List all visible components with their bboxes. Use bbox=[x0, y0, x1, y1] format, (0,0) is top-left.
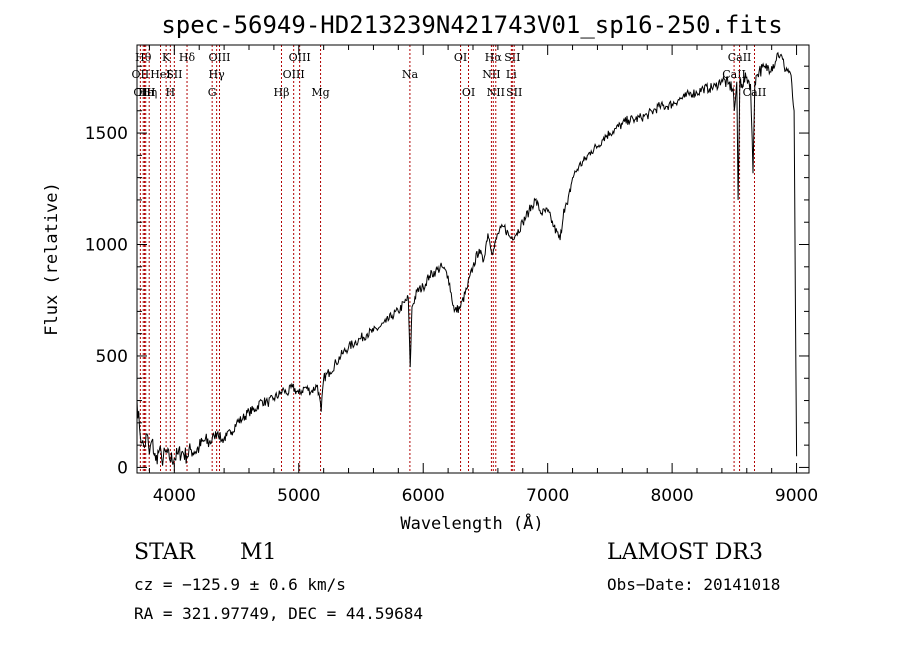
x-tick-label: 6000 bbox=[402, 486, 445, 506]
line-label: CaII bbox=[728, 51, 752, 64]
x-tick-label: 8000 bbox=[650, 486, 693, 506]
line-label: G bbox=[208, 86, 217, 99]
line-label: Na bbox=[402, 68, 419, 81]
line-label: Hβ bbox=[274, 86, 290, 99]
line-label: SII bbox=[504, 51, 520, 64]
line-label: Hε bbox=[138, 86, 154, 99]
line-label: OIII bbox=[283, 68, 305, 81]
line-label: Hγ bbox=[209, 68, 226, 81]
x-axis-label: Wavelength (Å) bbox=[400, 512, 543, 534]
obs-date: Obs−Date: 20141018 bbox=[607, 575, 781, 594]
line-label: K bbox=[162, 51, 171, 64]
y-axis-label: Flux (relative) bbox=[42, 182, 62, 336]
x-tick-label: 4000 bbox=[153, 486, 196, 506]
y-tick-label: 500 bbox=[96, 347, 128, 367]
line-label: SII bbox=[166, 68, 182, 81]
line-label: OIII bbox=[289, 51, 311, 64]
line-label: SII bbox=[506, 86, 522, 99]
line-label: CaII bbox=[722, 68, 746, 81]
ra-dec: RA = 321.97749, DEC = 44.59684 bbox=[134, 604, 423, 623]
line-label: Hη bbox=[141, 86, 157, 99]
line-label: Mg bbox=[311, 86, 329, 99]
line-label: Hδ bbox=[179, 51, 196, 64]
object-class: STAR bbox=[134, 540, 195, 565]
spectral-line-markers: HθOIIOIIIHεHηHeIKHSIIHδGHγOIIIHβOIIIOIII… bbox=[132, 45, 766, 473]
line-label: NII bbox=[482, 68, 500, 81]
line-label: OI bbox=[462, 86, 475, 99]
line-label: OIII bbox=[133, 86, 155, 99]
x-tick-label: 7000 bbox=[526, 486, 569, 506]
line-label: OII bbox=[132, 68, 150, 81]
x-tick-label: 5000 bbox=[277, 486, 320, 506]
x-tick-label: 9000 bbox=[775, 486, 818, 506]
line-label: Hα bbox=[485, 51, 503, 64]
y-tick-label: 1500 bbox=[85, 124, 128, 144]
axis-ticks: 4000 5000 6000 7000 8000 9000 0 500 1000 1500 bbox=[85, 45, 818, 506]
y-tick-label: 0 bbox=[117, 458, 128, 478]
plot-frame bbox=[136, 44, 810, 474]
line-label: Li bbox=[506, 68, 517, 81]
survey-name: LAMOST DR3 bbox=[607, 540, 763, 565]
object-subclass: M1 bbox=[240, 540, 277, 565]
line-label: OIII bbox=[208, 51, 230, 64]
y-tick-label: 1000 bbox=[85, 236, 128, 256]
line-label: NII bbox=[487, 86, 505, 99]
chart-title: spec-56949-HD213239N421743V01_sp16-250.f… bbox=[161, 11, 782, 39]
spectrum-line bbox=[136, 51, 798, 466]
line-label: OI bbox=[454, 51, 467, 64]
line-label: H bbox=[166, 86, 176, 99]
redshift-text: cz = −125.9 ± 0.6 km/s bbox=[134, 575, 346, 594]
line-label: Hθ bbox=[135, 51, 152, 64]
